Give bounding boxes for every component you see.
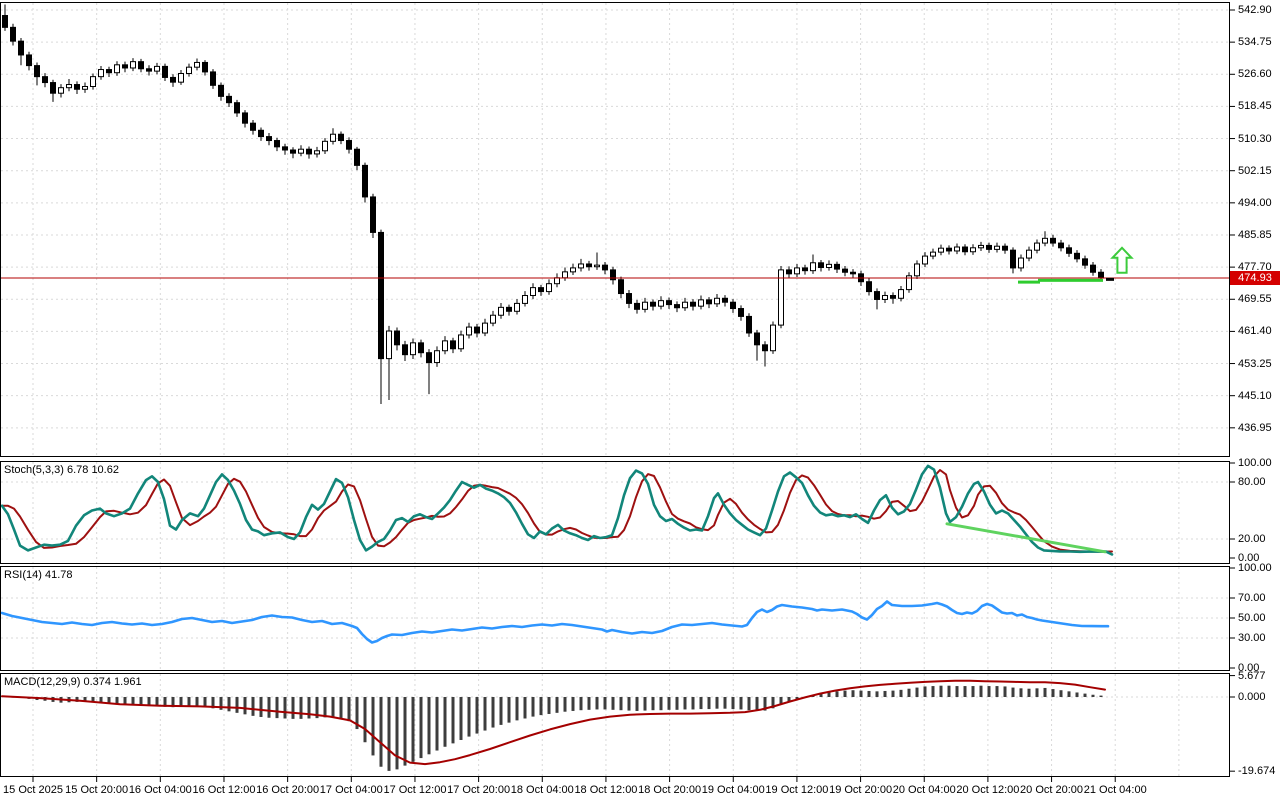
price-axis-label: 534.75 (1238, 36, 1272, 49)
time-axis-label: 19 Oct 20:00 (829, 784, 893, 796)
time-axis-label: 17 Oct 12:00 (383, 784, 447, 796)
price-axis-label: 494.00 (1238, 196, 1272, 209)
price-axis-label: 502.15 (1238, 164, 1272, 177)
price-axis-label: 485.85 (1238, 228, 1272, 241)
indicator-axis-label: 30.00 (1238, 632, 1266, 644)
macd-indicator-label: MACD(12,29,9) 0.374 1.961 (4, 676, 142, 688)
support-line[interactable] (1018, 280, 1040, 284)
indicator-axis-label: 0.00 (1238, 552, 1260, 564)
price-axis-label: 510.30 (1238, 132, 1272, 145)
indicator-axis-label: 80.00 (1238, 476, 1266, 488)
time-axis-label: 20 Oct 04:00 (892, 784, 956, 796)
time-axis-label: 18 Oct 20:00 (638, 784, 702, 796)
indicator-axis-label: 20.00 (1238, 533, 1266, 545)
price-axis-label: 436.95 (1238, 421, 1272, 434)
time-axis-label: 17 Oct 20:00 (447, 784, 511, 796)
current-price-badge: 474.93 (1230, 271, 1280, 286)
time-axis-label: 17 Oct 04:00 (319, 784, 383, 796)
price-axis-label: 445.10 (1238, 389, 1272, 402)
price-axis-label: 542.90 (1238, 4, 1272, 16)
stochastic-indicator-label: Stoch(5,3,3) 6.78 10.62 (4, 464, 119, 476)
indicator-axis-label: 0.00 (1238, 662, 1260, 674)
price-axis-label: 477.70 (1238, 261, 1272, 274)
indicator-axis-label: 0.000 (1238, 691, 1266, 703)
support-line[interactable] (1038, 278, 1103, 282)
time-axis-label: 18 Oct 12:00 (574, 784, 638, 796)
time-axis-label: 16 Oct 04:00 (128, 784, 192, 796)
rsi-panel-plot[interactable] (0, 566, 1230, 671)
indicator-axis-label: -19.674 (1238, 765, 1276, 778)
time-axis-label: 15 Oct 20:00 (65, 784, 129, 796)
axis-ticks (32, 9, 1235, 782)
price-axis-label: 526.60 (1238, 68, 1272, 81)
time-axis-label: 21 Oct 04:00 (1083, 784, 1147, 796)
price-axis-label: 518.45 (1238, 100, 1272, 113)
rsi-indicator-label: RSI(14) 41.78 (4, 569, 73, 581)
main-chart-plot[interactable] (0, 2, 1230, 457)
price-axis-label: 461.40 (1238, 325, 1272, 338)
price-axis-label: 469.55 (1238, 293, 1272, 306)
time-axis-label: 19 Oct 12:00 (765, 784, 829, 796)
indicator-axis-label: 5.677 (1238, 669, 1266, 682)
time-axis-label: 18 Oct 04:00 (510, 784, 574, 796)
buy-arrow-icon[interactable] (1110, 246, 1134, 274)
price-axis-label: 453.25 (1238, 357, 1272, 370)
indicator-axis-label: 50.00 (1238, 612, 1266, 624)
indicator-axis-label: 70.00 (1238, 592, 1266, 604)
time-axis-label: 20 Oct 20:00 (1020, 784, 1084, 796)
time-axis-label: 20 Oct 12:00 (956, 784, 1020, 796)
stochastic-panel-plot[interactable] (0, 461, 1230, 564)
time-axis-label: 19 Oct 04:00 (701, 784, 765, 796)
time-axis-label: 15 Oct 2025 (3, 784, 63, 796)
indicator-axis-label: 100.00 (1238, 562, 1272, 574)
last-close-dash (1106, 277, 1114, 281)
stochastic-trendline[interactable] (945, 522, 1107, 554)
time-axis-label: 16 Oct 20:00 (256, 784, 320, 796)
indicator-axis-label: 100.00 (1238, 457, 1272, 469)
time-axis-label: 16 Oct 12:00 (192, 784, 256, 796)
macd-panel-plot[interactable] (0, 673, 1230, 777)
